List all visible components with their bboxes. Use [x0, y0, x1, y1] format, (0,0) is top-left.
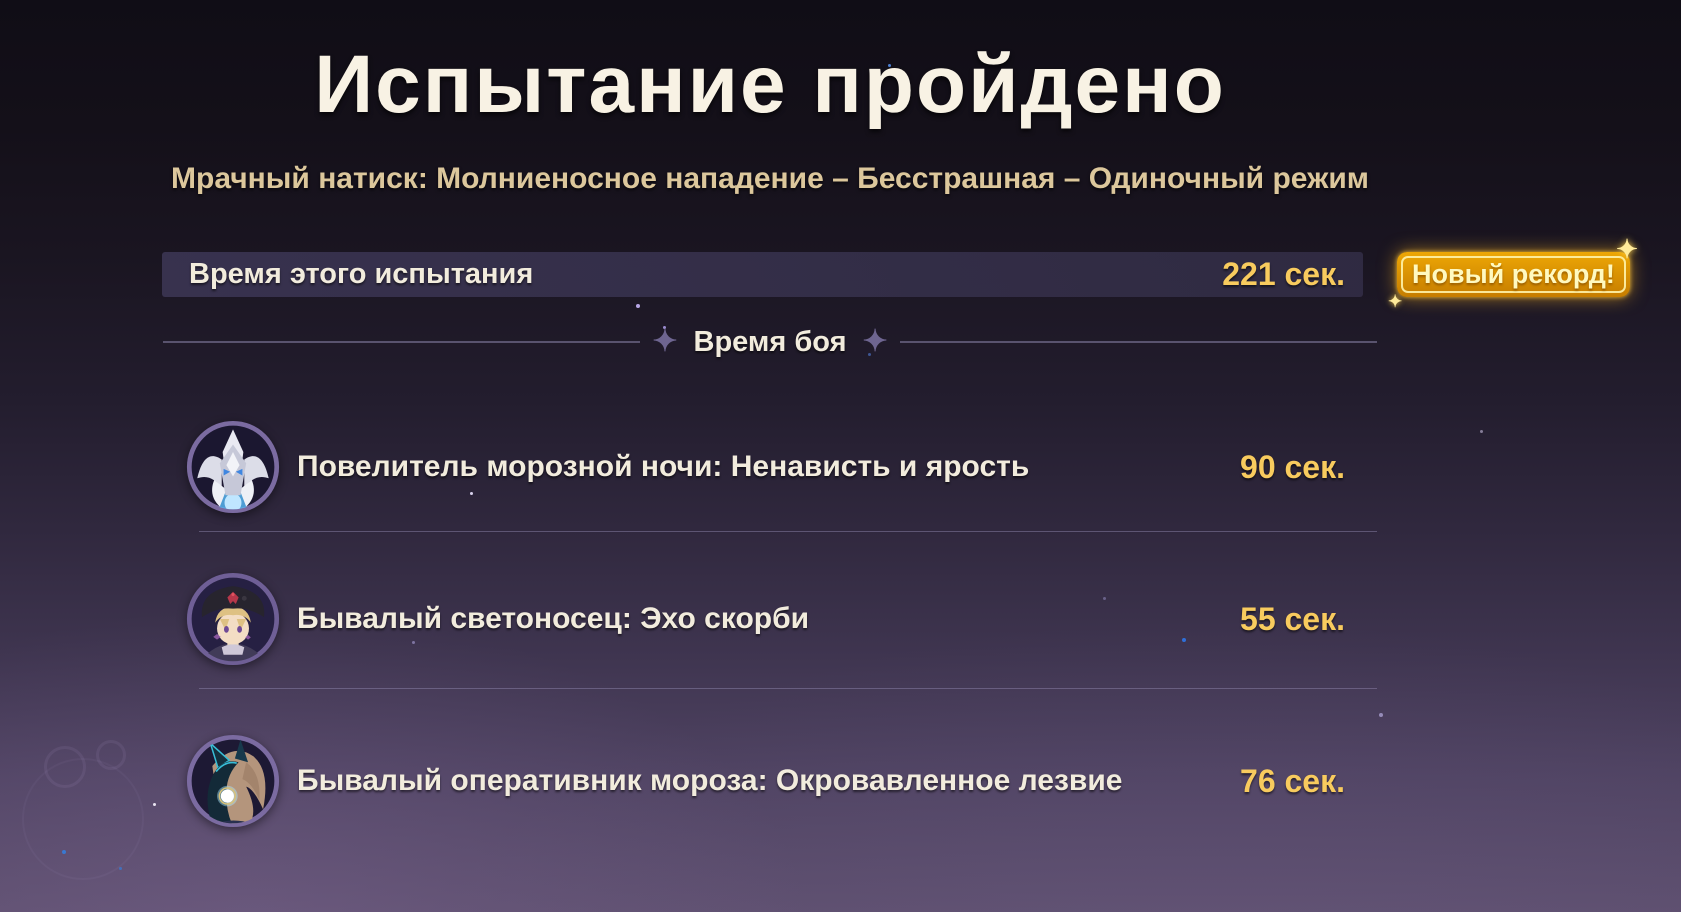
- row-divider: [199, 688, 1377, 689]
- four-pointed-star-icon: ✦: [652, 325, 678, 358]
- four-pointed-star-icon: ✦: [862, 325, 888, 358]
- battle-row: Бывалый оперативник мороза: Окровавленно…: [186, 733, 1345, 829]
- new-record-badge-label: Новый рекорд!: [1412, 259, 1615, 289]
- challenge-time-value: 221 сек.: [1222, 256, 1345, 292]
- battle-time-value: 55 сек.: [1240, 600, 1345, 637]
- battle-time-value: 90 сек.: [1240, 448, 1345, 485]
- star-dot: [153, 803, 156, 806]
- star-dot: [663, 326, 666, 329]
- battle-row: Бывалый светоносец: Эхо скорби 55 сек.: [186, 571, 1345, 667]
- page-title: Испытание пройдено: [314, 39, 1226, 130]
- challenge-time-row: Время этого испытания 221 сек.: [162, 252, 1363, 297]
- enemy-name: Бывалый оперативник мороза: Окровавленно…: [297, 764, 1123, 798]
- star-dot: [1379, 713, 1383, 717]
- battle-row: Повелитель морозной ночи: Ненависть и яр…: [186, 419, 1345, 515]
- header-line-left: [163, 341, 641, 343]
- sparkle-icon: ✦: [1388, 292, 1403, 311]
- sparkle-icon: ✦: [1616, 234, 1638, 264]
- frost-operative-avatar-icon: [186, 734, 280, 828]
- seasoned-lightkeeper-avatar-icon: [186, 572, 280, 666]
- challenge-subtitle: Мрачный натиск: Молниеносное нападение –…: [171, 162, 1369, 195]
- new-record-badge: ✦ ✦ Новый рекорд!: [1388, 236, 1638, 310]
- battle-time-value: 76 сек.: [1240, 762, 1345, 799]
- battle-time-header: ✦ Время боя ✦: [163, 322, 1378, 362]
- star-dot: [470, 492, 473, 495]
- star-dot: [636, 304, 640, 308]
- enemy-name: Бывалый светоносец: Эхо скорби: [297, 602, 810, 636]
- star-dot: [1182, 638, 1186, 642]
- frost-night-lord-avatar-icon: [186, 420, 280, 514]
- challenge-time-label: Время этого испытания: [189, 258, 534, 290]
- battle-time-header-label: Время боя: [693, 325, 847, 358]
- star-dot: [1103, 597, 1106, 600]
- enemy-name: Повелитель морозной ночи: Ненависть и яр…: [297, 450, 1030, 484]
- header-line-right: [899, 341, 1378, 343]
- star-dot: [980, 180, 982, 182]
- row-divider: [199, 531, 1377, 532]
- star-dot: [868, 353, 871, 356]
- star-dot: [888, 64, 891, 67]
- star-dot: [412, 641, 415, 644]
- decor-ring: [22, 758, 144, 880]
- star-dot: [1480, 430, 1483, 433]
- star-dot: [119, 867, 122, 870]
